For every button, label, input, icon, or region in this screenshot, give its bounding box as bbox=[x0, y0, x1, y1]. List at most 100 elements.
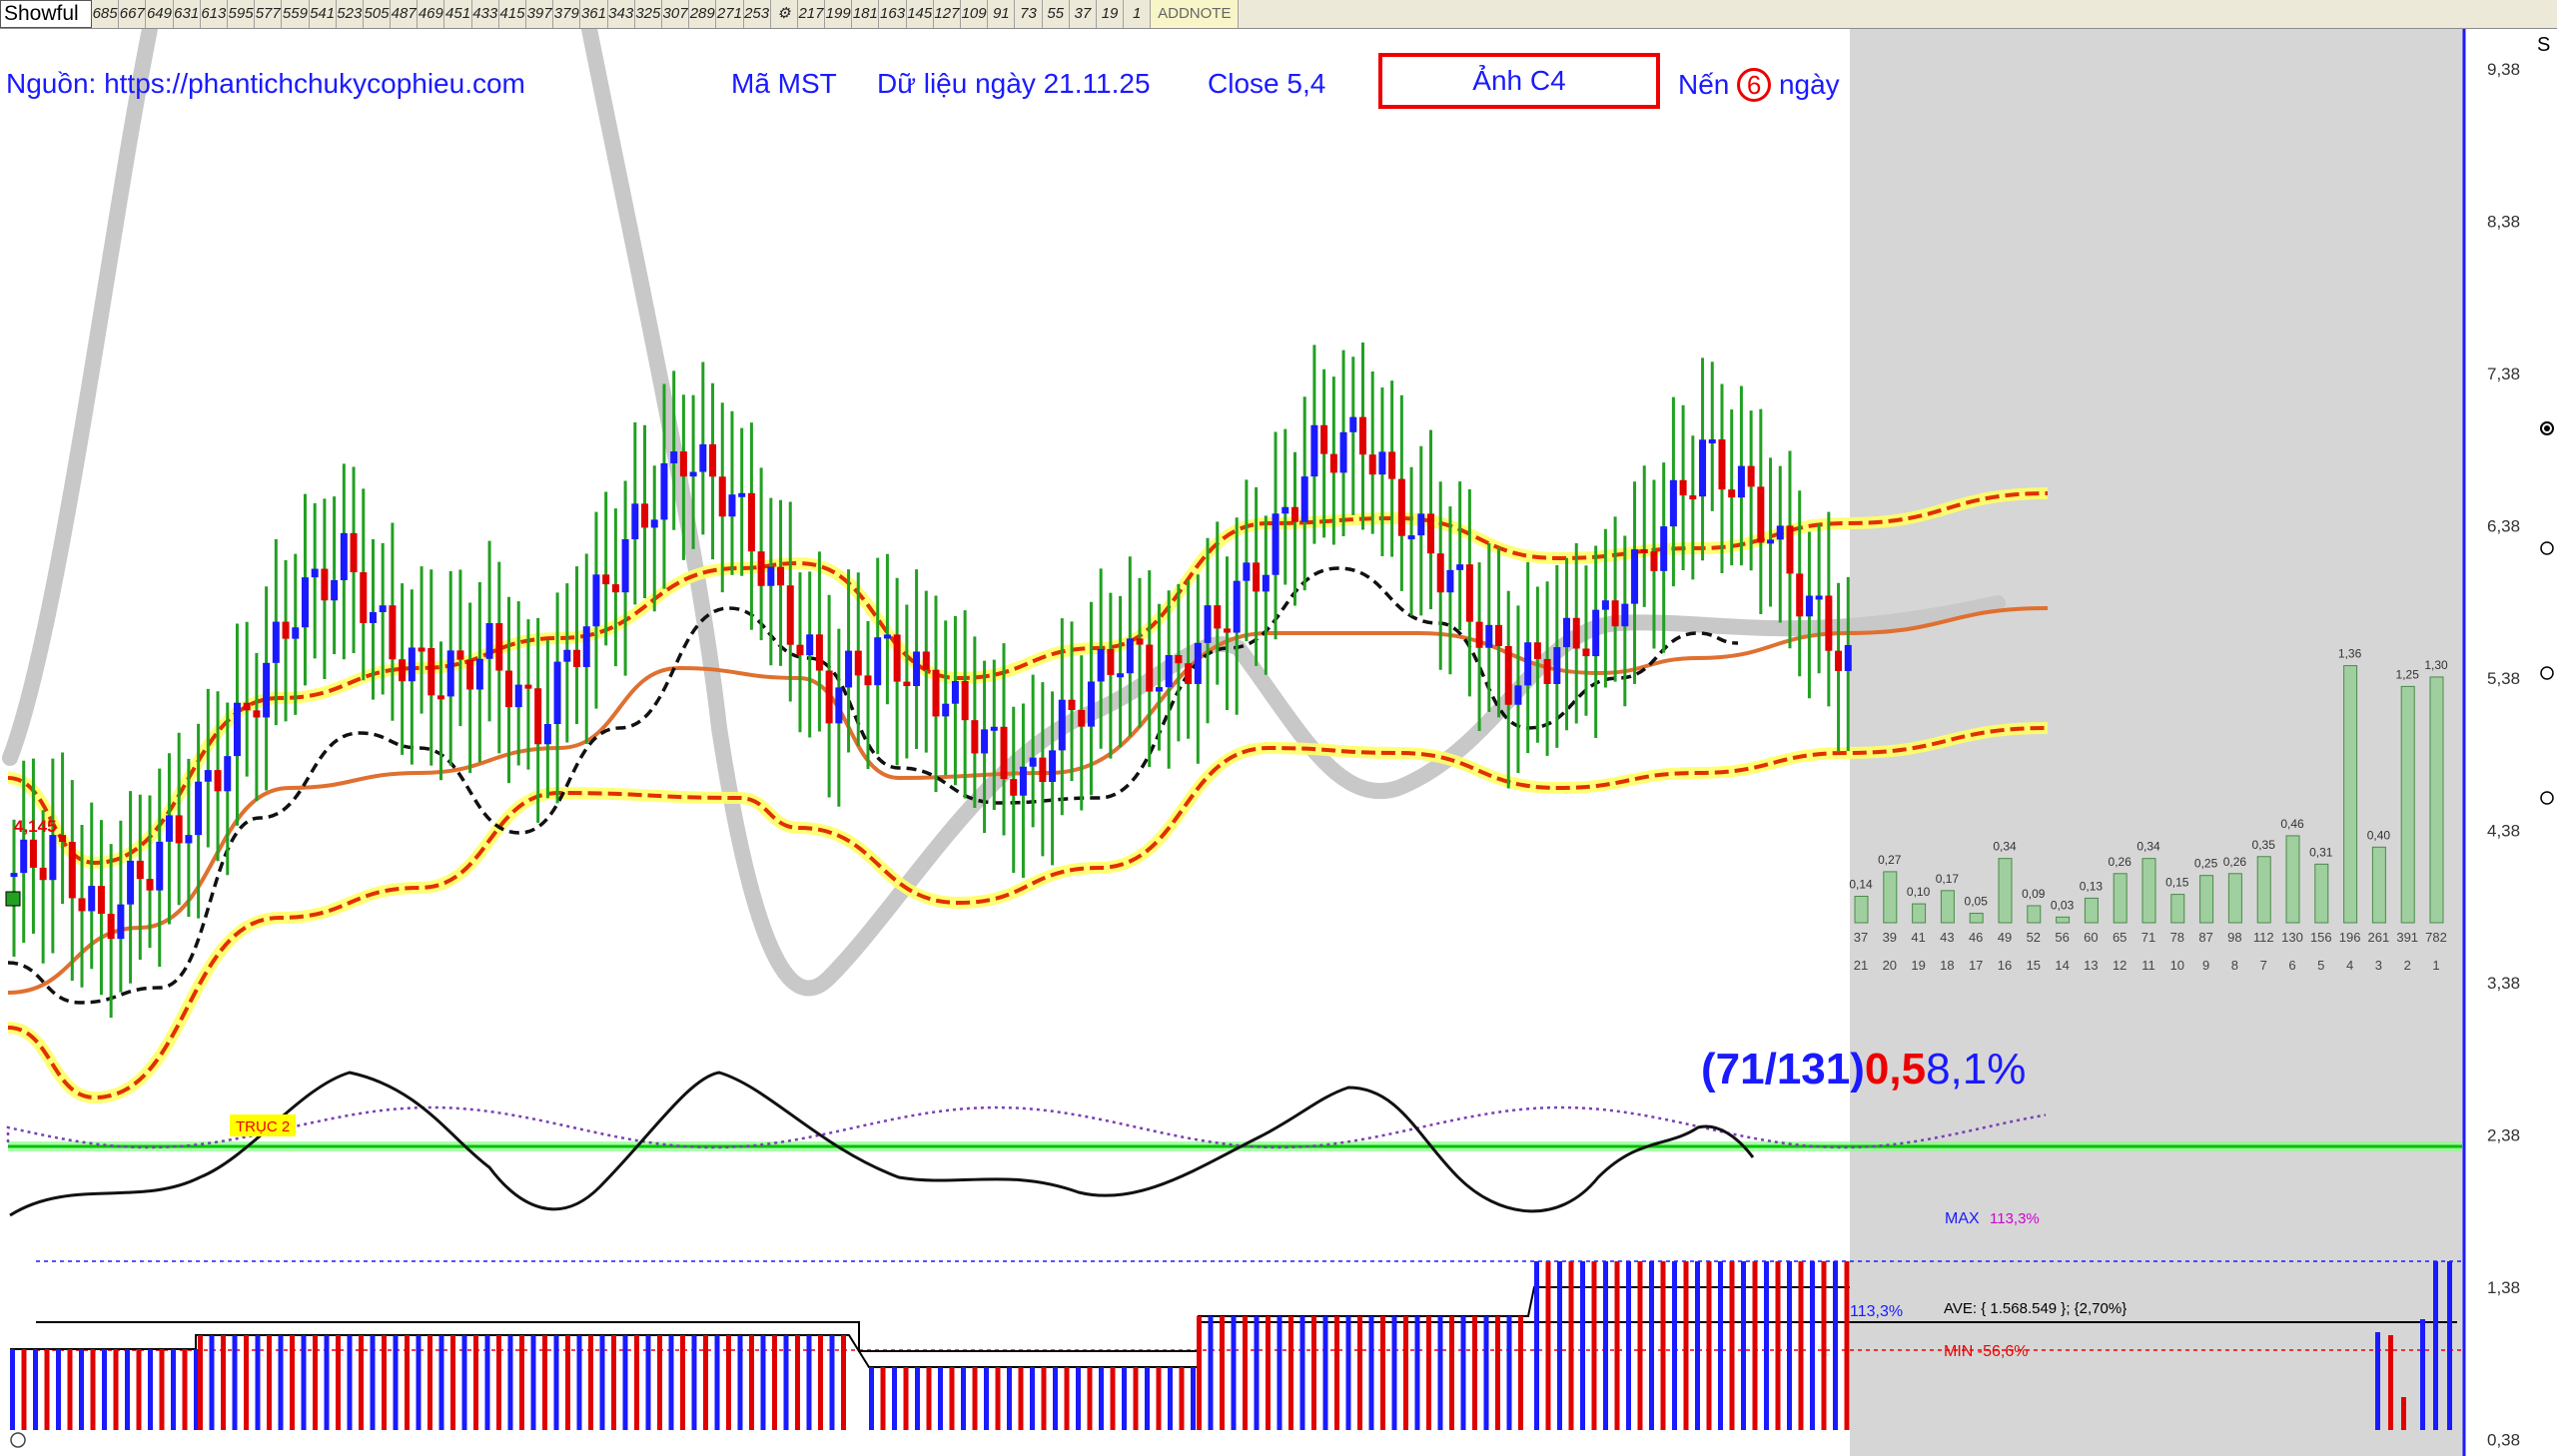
hist-value-label: 0,15 bbox=[2165, 876, 2189, 890]
handle-icon[interactable] bbox=[2540, 791, 2554, 805]
candle-body bbox=[1029, 757, 1037, 767]
candle-body bbox=[427, 648, 435, 696]
candle-body bbox=[1388, 451, 1396, 479]
period-cells: 685 667 649 631 613 595 577 559 541 523 505 487 469 4… bbox=[92, 0, 1152, 28]
volume-bar bbox=[359, 1335, 364, 1430]
period-cell[interactable]: 595 bbox=[228, 0, 256, 28]
y-tick-label: 1,38 bbox=[2487, 1278, 2520, 1297]
hist-bar bbox=[1854, 896, 1869, 924]
volume-bar bbox=[267, 1335, 272, 1430]
period-cell[interactable]: 397 bbox=[526, 0, 554, 28]
settings-icon-cell[interactable]: ⚙ bbox=[771, 0, 798, 28]
period-cell[interactable]: 217 bbox=[798, 0, 826, 28]
volume-bar bbox=[645, 1335, 651, 1430]
candle-body bbox=[1358, 416, 1366, 455]
candle-body bbox=[97, 886, 105, 915]
candle-body bbox=[224, 756, 232, 792]
candle-body bbox=[573, 649, 581, 667]
candle-body bbox=[1446, 569, 1454, 593]
period-cell[interactable]: 451 bbox=[444, 0, 472, 28]
candle-body bbox=[786, 585, 794, 645]
period-cell[interactable]: 433 bbox=[472, 0, 499, 28]
ratio-readout: (71/131)0,58,1% bbox=[1701, 1045, 2026, 1094]
candle-body bbox=[1543, 658, 1551, 684]
hist-bar bbox=[1912, 903, 1927, 924]
volume-bar bbox=[841, 1335, 846, 1430]
period-cell[interactable]: 271 bbox=[716, 0, 744, 28]
candle-body bbox=[1058, 699, 1066, 751]
period-cell[interactable]: 577 bbox=[255, 0, 283, 28]
period-cell[interactable]: 55 bbox=[1043, 0, 1070, 28]
ave-label: AVE: { 1.568.549 }; {2,70%} bbox=[1944, 1300, 2127, 1317]
scroll-start-icon[interactable] bbox=[10, 1432, 26, 1448]
period-cell[interactable]: 289 bbox=[689, 0, 717, 28]
period-cell[interactable]: 631 bbox=[174, 0, 201, 28]
price-chart[interactable]: 9,38 8,38 7,38 6,38 5,38 4,38 3,38 2,38 1,38 0,38… bbox=[0, 29, 2557, 1456]
period-cell[interactable]: 199 bbox=[825, 0, 853, 28]
handle-icon[interactable] bbox=[2540, 541, 2554, 555]
period-cell[interactable]: 667 bbox=[119, 0, 147, 28]
hist-value-label: 1,30 bbox=[2424, 658, 2448, 672]
candle-body bbox=[1689, 495, 1697, 500]
period-cell[interactable]: 649 bbox=[146, 0, 174, 28]
hist-category-label: 196 bbox=[2339, 930, 2361, 945]
addnote-button[interactable]: ADDNOTE bbox=[1151, 0, 1240, 28]
period-cell[interactable]: 127 bbox=[934, 0, 961, 28]
candle-number: 6 bbox=[1737, 68, 1772, 102]
volume-bar bbox=[1403, 1316, 1408, 1430]
period-cell[interactable]: 523 bbox=[337, 0, 364, 28]
volume-bar bbox=[1133, 1367, 1139, 1430]
oscillator-panel bbox=[6, 1071, 2462, 1217]
period-cell[interactable]: 559 bbox=[282, 0, 310, 28]
volume-bar bbox=[1437, 1316, 1443, 1430]
period-cell[interactable]: 91 bbox=[988, 0, 1016, 28]
candle-body bbox=[331, 580, 339, 601]
volume-bar bbox=[301, 1335, 307, 1430]
period-cell[interactable]: 163 bbox=[879, 0, 907, 28]
volume-bar bbox=[622, 1335, 628, 1430]
period-cell[interactable]: 487 bbox=[391, 0, 419, 28]
period-cell[interactable]: 145 bbox=[907, 0, 934, 28]
period-cell[interactable]: 343 bbox=[608, 0, 635, 28]
hist-bar bbox=[2170, 894, 2185, 924]
period-cell[interactable]: 181 bbox=[852, 0, 880, 28]
period-cell[interactable]: 505 bbox=[364, 0, 392, 28]
candle-body bbox=[1805, 595, 1813, 617]
period-cell[interactable]: 361 bbox=[580, 0, 608, 28]
candle-body bbox=[1194, 642, 1202, 684]
candle-body bbox=[1010, 779, 1018, 796]
candle-body bbox=[932, 669, 940, 717]
app-brand[interactable]: Showful bbox=[0, 0, 92, 28]
period-cell[interactable]: 469 bbox=[418, 0, 445, 28]
hist-category-label: 87 bbox=[2198, 930, 2212, 945]
candle-body bbox=[1243, 562, 1251, 581]
period-cell[interactable]: 379 bbox=[553, 0, 581, 28]
handle-icon[interactable] bbox=[2540, 666, 2554, 680]
candle-body bbox=[1417, 513, 1425, 536]
volume-bar bbox=[1426, 1316, 1431, 1430]
volume-bar bbox=[1277, 1316, 1282, 1430]
period-cell[interactable]: 37 bbox=[1070, 0, 1097, 28]
y-tick-label: 0,38 bbox=[2487, 1431, 2520, 1450]
candle-body bbox=[913, 651, 921, 687]
candle-body bbox=[1592, 609, 1600, 657]
candle-body bbox=[1126, 638, 1134, 674]
period-cell[interactable]: 307 bbox=[662, 0, 690, 28]
period-cell[interactable]: 1 bbox=[1124, 0, 1152, 28]
envelope-bands bbox=[7, 487, 2049, 1104]
period-cell[interactable]: 253 bbox=[744, 0, 771, 28]
candle-body bbox=[845, 650, 853, 688]
period-cell[interactable]: 109 bbox=[961, 0, 989, 28]
period-cell[interactable]: 19 bbox=[1097, 0, 1125, 28]
period-cell[interactable]: 541 bbox=[310, 0, 337, 28]
period-cell[interactable]: 685 bbox=[92, 0, 120, 28]
period-cell[interactable]: 415 bbox=[499, 0, 526, 28]
period-cell[interactable]: 73 bbox=[1015, 0, 1043, 28]
volume-bar bbox=[1179, 1367, 1185, 1430]
candle-body bbox=[185, 835, 193, 844]
hist-category-label: 391 bbox=[2396, 930, 2418, 945]
period-cell[interactable]: 325 bbox=[635, 0, 662, 28]
candle-body bbox=[709, 443, 717, 477]
period-cell[interactable]: 613 bbox=[201, 0, 228, 28]
hist-index-label: 14 bbox=[2055, 958, 2069, 973]
